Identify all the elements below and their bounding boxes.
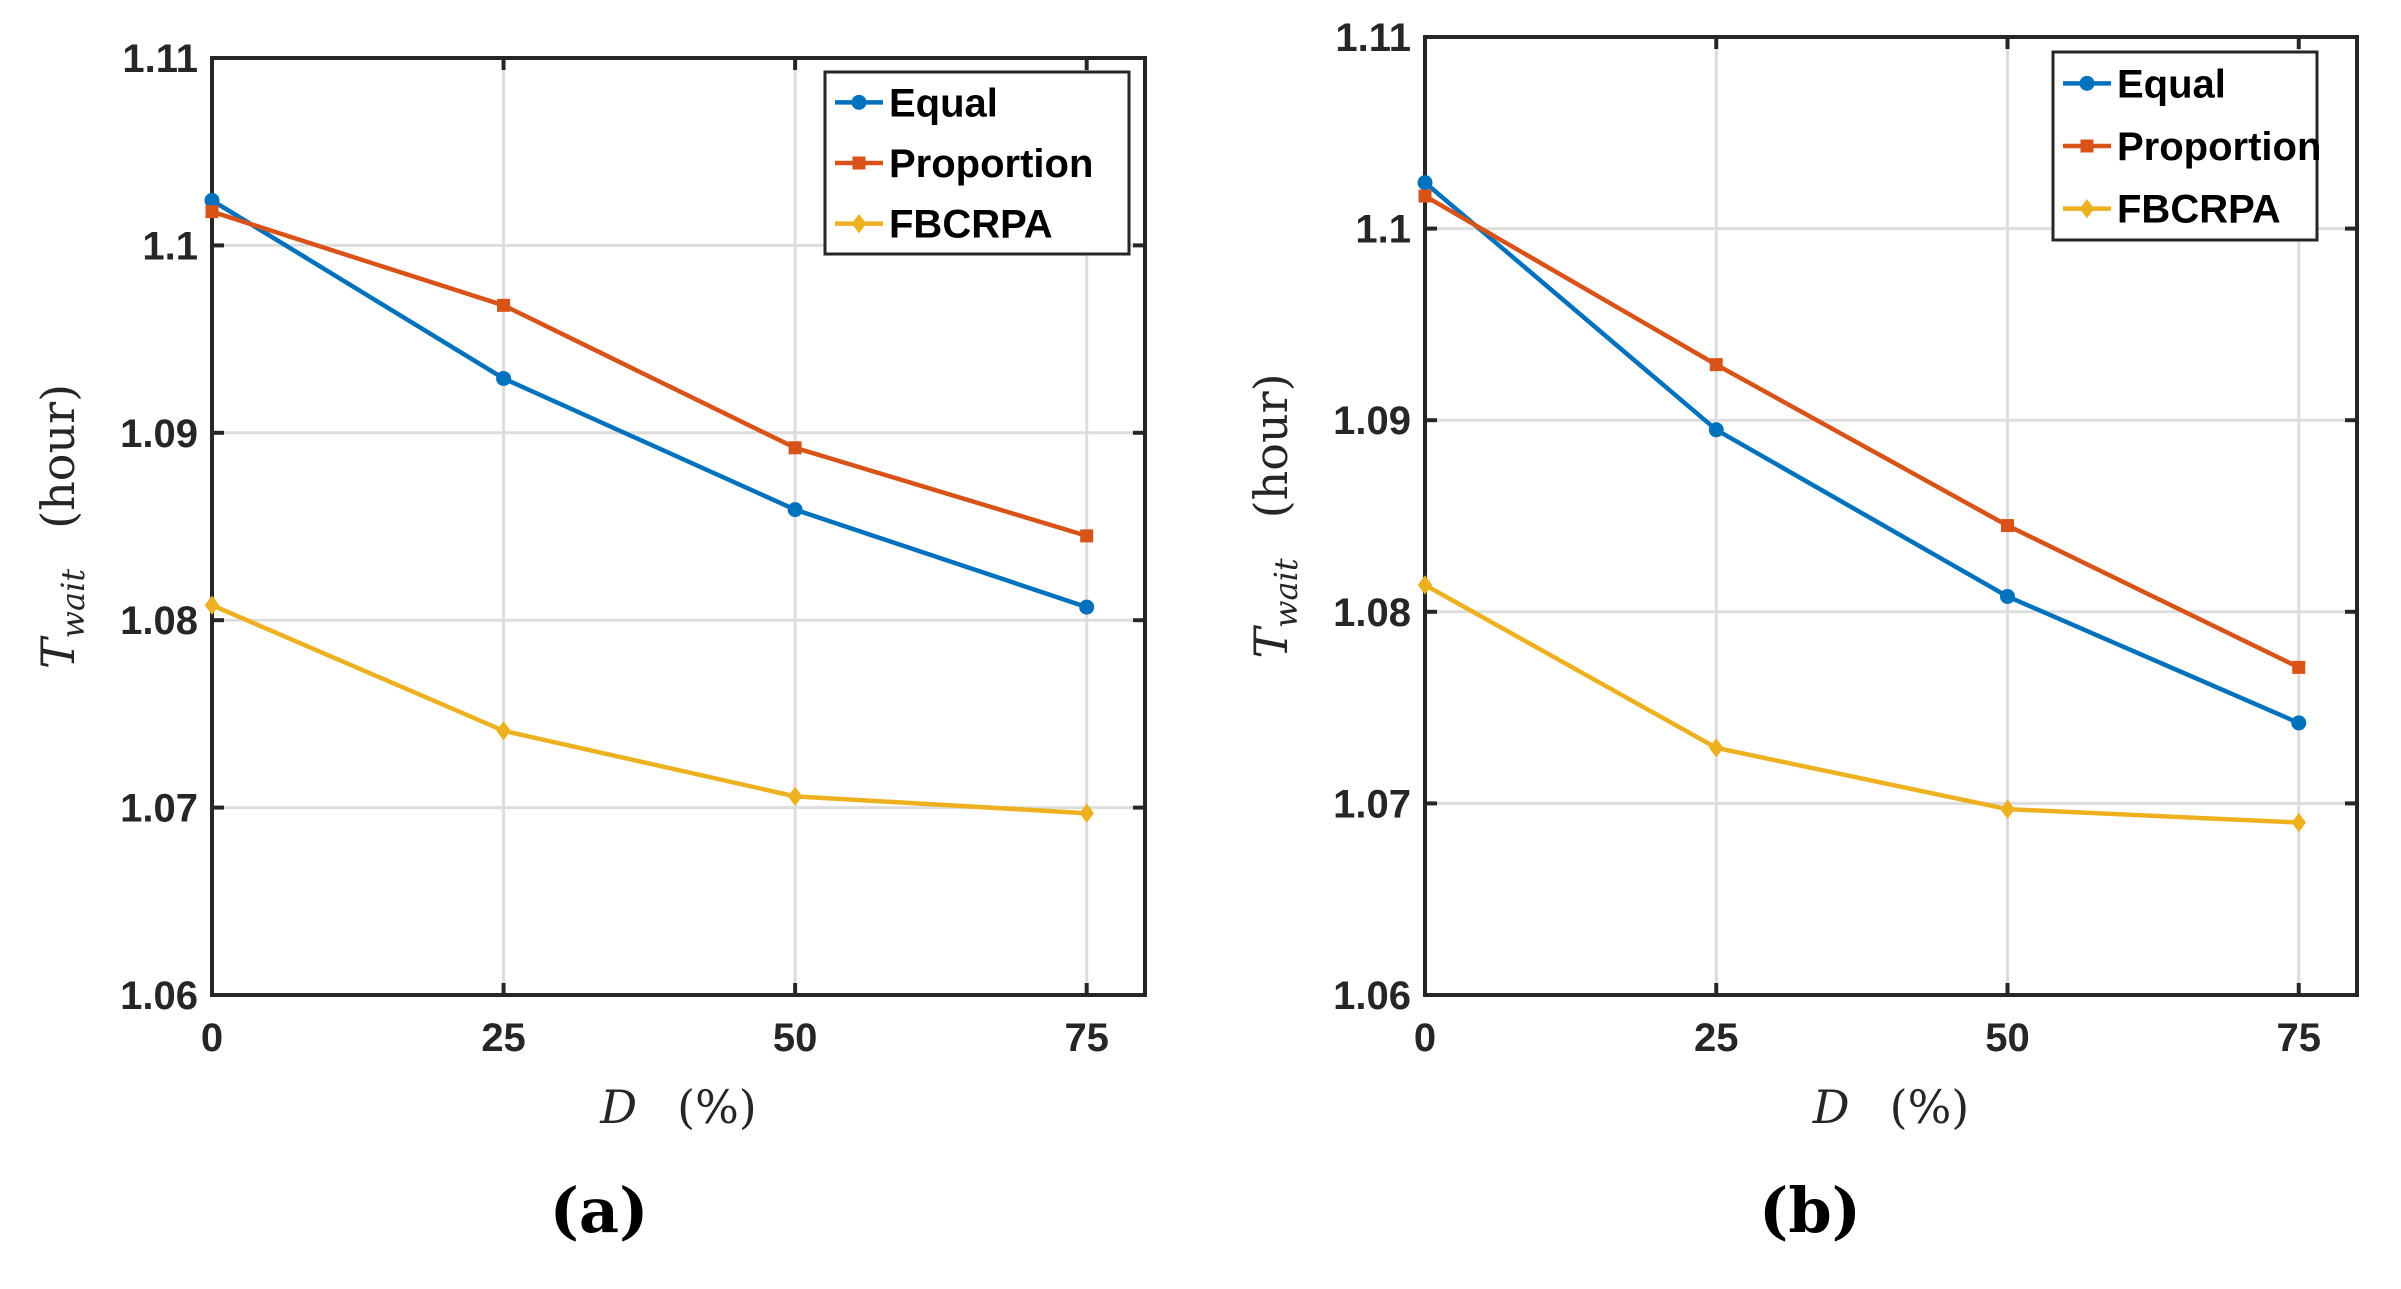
- series-proportion: [1418, 189, 2306, 674]
- legend-label-equal: Equal: [2117, 62, 2226, 106]
- series-proportion: [205, 205, 1094, 543]
- x-tick-label: 0: [201, 1016, 223, 1060]
- legend-label-equal: Equal: [889, 81, 998, 125]
- legend-label-fbcrpa: FBCRPA: [889, 203, 1053, 247]
- data-point-fbcrpa: [787, 786, 803, 807]
- data-point-proportion: [788, 441, 802, 455]
- series-equal: [1417, 175, 2307, 731]
- series-line-fbcrpa: [211, 603, 1087, 816]
- data-point-fbcrpa: [2000, 799, 2015, 819]
- data-point-fbcrpa: [1709, 738, 1724, 758]
- y-tick-label: 1.09: [1333, 399, 1411, 443]
- data-point-fbcrpa: [204, 595, 220, 615]
- plot-area-frame: [1423, 35, 2359, 997]
- data-point-proportion: [1418, 189, 1432, 203]
- x-tick-label: 75: [1064, 1016, 1109, 1060]
- y-tick-label: 1.11: [122, 37, 198, 81]
- y-tick-label: 1.1: [1355, 208, 1411, 252]
- legend-label-fbcrpa: FBCRPA: [2117, 188, 2281, 232]
- data-point-proportion: [1709, 358, 1723, 372]
- data-point-proportion: [2292, 660, 2306, 674]
- series-line-equal: [210, 198, 1088, 610]
- x-tick-label: 25: [481, 1016, 526, 1060]
- series-line-equal: [1423, 180, 2300, 725]
- series-line-proportion: [211, 209, 1088, 539]
- data-point-fbcrpa: [1079, 803, 1094, 823]
- legend-marker-proportion: [852, 156, 866, 170]
- legend-marker-fbcrpa: [851, 214, 867, 234]
- chart-panel-b: 0 25 50 75 1.06 1.07 1.08 1.09 1.1 1.11 D (%) Twait(…: [1244, 16, 2359, 1247]
- data-point-equal: [1079, 599, 1095, 615]
- legend-marker-fbcrpa: [2079, 199, 2095, 219]
- y-tick-label: 1.06: [120, 974, 198, 1018]
- data-point-equal: [1417, 175, 1433, 191]
- panel-caption: (b): [1759, 1174, 1861, 1247]
- data-point-proportion: [1080, 529, 1094, 543]
- data-point-equal: [204, 192, 220, 208]
- y-tick-label: 1.06: [1333, 974, 1411, 1018]
- series-fbcrpa: [1417, 575, 2306, 833]
- data-point-fbcrpa: [1417, 575, 1433, 595]
- legend: Equal Proportion FBCRPA: [823, 70, 1131, 256]
- x-tick-label: 75: [2277, 1016, 2322, 1060]
- x-tick-label: 50: [1985, 1016, 2030, 1060]
- panel-caption: (a): [550, 1174, 649, 1247]
- series-equal: [204, 192, 1095, 615]
- y-axis-label: Twait(hour): [1244, 373, 1305, 658]
- legend-label-proportion: Proportion: [2117, 125, 2321, 169]
- x-axis-label: D (%): [1812, 1080, 1970, 1134]
- y-tick-label: 1.09: [120, 412, 198, 456]
- data-point-equal: [787, 502, 803, 518]
- y-tick-label: 1.11: [1335, 16, 1411, 60]
- legend-marker-proportion: [2080, 139, 2094, 153]
- data-point-equal: [2000, 588, 2015, 604]
- x-tick-label: 25: [1694, 1016, 1739, 1060]
- y-tick-label: 1.08: [1333, 591, 1411, 635]
- legend-label-proportion: Proportion: [889, 142, 1093, 186]
- y-tick-label: 1.07: [1333, 782, 1411, 826]
- data-point-equal: [1708, 422, 1724, 438]
- chart-panel-a: 0 25 50 75 1.06 1.07 1.08 1.09 1.1 1.11 D (%) Twait(…: [31, 37, 1147, 1247]
- legend: Equal Proportion FBCRPA: [2051, 50, 2321, 242]
- legend-marker-equal: [2079, 75, 2095, 91]
- y-tick-label: 1.07: [120, 787, 198, 831]
- x-tick-label: 0: [1414, 1016, 1436, 1060]
- y-tick-label: 1.1: [142, 224, 198, 268]
- x-tick-label: 50: [773, 1016, 818, 1060]
- data-point-proportion: [497, 298, 511, 312]
- data-point-proportion: [2001, 519, 2014, 533]
- y-axis-label: Twait(hour): [31, 384, 92, 669]
- series-fbcrpa: [204, 595, 1094, 823]
- plot-area-frame: [210, 56, 1147, 997]
- x-axis-label: D (%): [599, 1080, 757, 1134]
- data-point-fbcrpa: [496, 721, 511, 741]
- legend-marker-equal: [851, 94, 867, 110]
- series-line-fbcrpa: [1423, 583, 2299, 825]
- data-point-proportion: [205, 205, 219, 219]
- y-tick-label: 1.08: [120, 599, 198, 643]
- data-point-fbcrpa: [2291, 812, 2306, 833]
- data-point-equal: [496, 370, 512, 386]
- data-point-equal: [2291, 715, 2307, 731]
- series-line-proportion: [1423, 194, 2300, 670]
